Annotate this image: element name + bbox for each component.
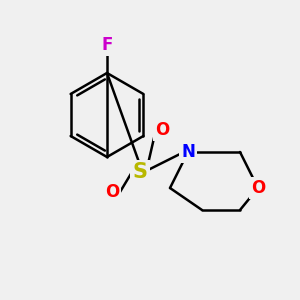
Text: N: N	[181, 143, 195, 161]
Text: S: S	[133, 162, 148, 182]
Text: F: F	[101, 36, 113, 54]
Text: O: O	[155, 121, 169, 139]
Text: O: O	[105, 183, 119, 201]
Text: O: O	[251, 179, 265, 197]
